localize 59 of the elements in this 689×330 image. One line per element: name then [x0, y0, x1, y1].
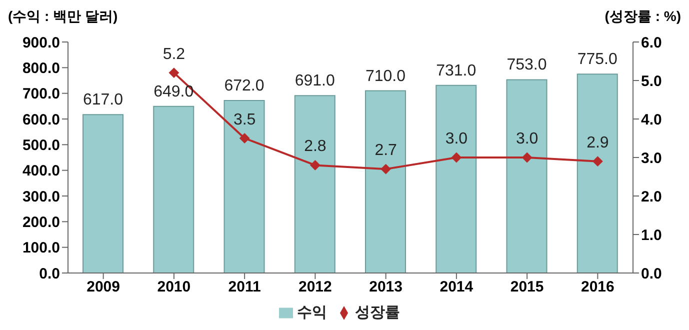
point — [522, 152, 532, 162]
data-label: 2.9 — [586, 134, 609, 152]
bar — [294, 95, 336, 273]
y-tick-label: 300.0 — [22, 188, 60, 206]
bar — [506, 79, 548, 273]
bar — [224, 100, 265, 273]
x-tick-label: 2015 — [510, 278, 544, 296]
point — [592, 156, 603, 166]
y-axis-title: (수익 : 백만 달러) — [8, 8, 118, 26]
data-label: 617.0 — [82, 92, 124, 109]
data-label: 3.5 — [233, 111, 256, 128]
y2-axis-title: (성장률 : %) — [604, 8, 681, 26]
point — [380, 164, 391, 174]
data-label: 5.2 — [162, 46, 186, 63]
point — [240, 133, 250, 144]
y2-tick-label: 3.0 — [641, 150, 662, 167]
x-tick-label: 2014 — [440, 278, 474, 296]
data-label: 2.8 — [304, 138, 326, 156]
legend-label: 수익 — [297, 304, 327, 321]
y2-tick-label: 4.0 — [641, 111, 662, 128]
y-tick-label: 900.0 — [22, 34, 60, 52]
y-tick-label: 100.0 — [22, 240, 60, 257]
x-tick-label: 2013 — [369, 278, 402, 296]
bar — [365, 90, 406, 273]
y-tick-label: 400.0 — [22, 162, 60, 180]
y-tick-label: 0.0 — [39, 265, 60, 282]
x-tick-label: 2011 — [228, 278, 261, 296]
y-tick-label: 200.0 — [22, 214, 60, 231]
y-tick-label: 800.0 — [22, 60, 60, 77]
y-tick-label: 700.0 — [22, 86, 60, 103]
data-label: 775.0 — [577, 51, 618, 68]
bar — [436, 84, 477, 273]
data-label: 691.0 — [294, 72, 335, 90]
data-label: 753.0 — [506, 56, 547, 74]
point — [168, 68, 179, 78]
bar — [153, 106, 194, 273]
legend-label: 성장률 — [355, 304, 400, 321]
data-label: 731.0 — [436, 62, 476, 80]
y2-tick-label: 2.0 — [641, 188, 662, 206]
x-tick-label: 2009 — [86, 278, 120, 296]
x-tick-label: 2010 — [157, 278, 191, 296]
data-label: 3.0 — [516, 130, 538, 148]
y-tick-label: 600.0 — [22, 111, 60, 128]
data-label: 649.0 — [154, 83, 194, 100]
data-label: 2.7 — [374, 142, 398, 160]
y2-tick-label: 1.0 — [641, 226, 662, 244]
bar — [576, 74, 618, 273]
data-label: 710.0 — [365, 68, 406, 85]
y2-tick-label: 5.0 — [641, 72, 662, 90]
y-tick-label: 500.0 — [22, 136, 60, 154]
y2-tick-label: 0.0 — [641, 265, 662, 282]
x-tick-label: 2012 — [298, 278, 332, 296]
x-tick-label: 2016 — [581, 278, 614, 296]
point — [310, 160, 320, 170]
data-label: 672.0 — [224, 78, 264, 95]
data-label: 3.0 — [445, 130, 468, 148]
bar — [82, 114, 124, 273]
y2-tick-label: 6.0 — [641, 34, 662, 52]
point — [451, 152, 462, 162]
